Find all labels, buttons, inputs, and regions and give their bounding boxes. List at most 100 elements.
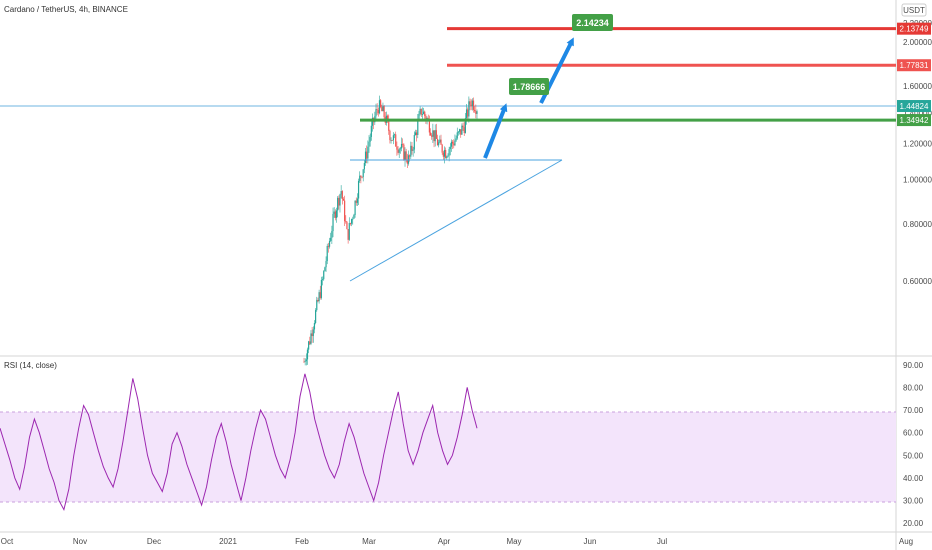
candle-body: [458, 129, 461, 132]
candle-body: [380, 100, 382, 107]
candle-body: [402, 143, 404, 145]
time-axis[interactable]: Oct Nov Dec 2021 Feb Mar Apr May Jun Jul Aug: [1, 537, 913, 546]
level-badge-bg: [897, 22, 931, 35]
candle-body: [386, 115, 389, 121]
candle-body: [323, 271, 325, 280]
currency-box[interactable]: [901, 3, 927, 17]
candle-body: [375, 109, 377, 117]
candle-body: [472, 100, 475, 110]
target-badge-1-label: 1.78666: [513, 82, 546, 92]
candle-body: [363, 162, 365, 170]
candle-body: [461, 125, 463, 135]
target-badge-2[interactable]: 2.14234: [572, 14, 613, 31]
candle-body: [440, 139, 442, 145]
rsi-band: [0, 412, 896, 502]
candle-body: [457, 131, 460, 133]
candle-body: [376, 109, 378, 111]
candle-body: [443, 149, 446, 157]
price-tick-label: 2.00000: [903, 38, 932, 47]
candle-body: [361, 176, 363, 178]
chart-title: Cardano / TetherUS, 4h, BINANCE: [4, 5, 128, 14]
candle-body: [391, 140, 393, 141]
candle-body: [354, 200, 356, 215]
time-tick-label: Nov: [73, 537, 87, 546]
candle-body: [456, 132, 458, 139]
candle-body: [316, 299, 318, 311]
candle-body: [332, 213, 334, 232]
candle-body: [465, 109, 468, 119]
candle-body: [310, 333, 312, 344]
candle-body: [404, 151, 406, 160]
candle-body: [338, 197, 340, 206]
price-tick-label: 0.60000: [903, 277, 932, 286]
candle-body: [398, 149, 400, 153]
candle-body: [313, 322, 316, 330]
triangle-support-line[interactable]: [349, 159, 563, 282]
rsi-axis[interactable]: 90.00 80.00 70.00 60.00 50.00 40.00 30.00 20.00: [903, 361, 924, 528]
candle-body: [352, 218, 354, 220]
candle-body: [432, 130, 434, 137]
candle-body: [324, 267, 326, 272]
current-price-badge-label: 1.44824: [900, 102, 929, 111]
projection-arrow-1[interactable]: [483, 103, 508, 159]
rsi-tick-label: 60.00: [903, 429, 924, 438]
candle-body: [416, 132, 418, 135]
candle-body: [353, 214, 355, 219]
candle-body: [450, 141, 453, 147]
candle-body: [433, 130, 435, 142]
candle-body: [357, 180, 360, 199]
candle-body: [355, 200, 357, 203]
price-tick-label: 1.00000: [903, 176, 932, 185]
candle-body: [331, 231, 333, 238]
rsi-tick-label: 40.00: [903, 474, 924, 483]
candle-body: [462, 125, 464, 128]
level-badge-label: 2.13749: [900, 25, 929, 34]
candle-body: [362, 169, 364, 178]
candle-body: [371, 117, 374, 126]
candle-body: [469, 101, 471, 105]
candle-body: [452, 141, 454, 144]
candle-body: [327, 245, 329, 247]
candle-body: [429, 132, 432, 136]
candle-body: [413, 134, 415, 150]
candle-body: [321, 279, 324, 281]
price-axis-badges: 2.13749 1.77831 1.34942 1.44824: [897, 22, 931, 127]
candle-body: [351, 219, 353, 224]
rsi-tick-label: 90.00: [903, 361, 924, 370]
candle-body: [318, 292, 320, 302]
candle-body: [403, 144, 405, 160]
candle-body: [378, 100, 381, 114]
candle-body: [319, 292, 321, 298]
candle-body: [370, 125, 372, 137]
candle-body: [382, 106, 384, 112]
candle-body: [348, 223, 350, 240]
candle-body: [425, 115, 427, 121]
candle-body: [339, 194, 341, 206]
candle-body: [467, 109, 469, 117]
candle-body: [356, 198, 359, 203]
rsi-tick-label: 80.00: [903, 383, 924, 392]
target-badge-2-label: 2.14234: [576, 18, 609, 28]
triangle-pattern[interactable]: [349, 159, 563, 282]
candle-body: [463, 127, 465, 133]
candle-body: [410, 145, 412, 157]
candle-body: [449, 146, 451, 150]
candle-body: [397, 149, 399, 153]
target-badge-1[interactable]: 1.78666: [509, 78, 549, 95]
candle-body: [337, 197, 339, 211]
candle-body: [414, 132, 417, 135]
candle-body: [439, 139, 441, 143]
candle-body: [395, 134, 397, 147]
price-tick-label: 1.60000: [903, 82, 932, 91]
target-badge-2-bg: [572, 14, 613, 31]
candle-body: [326, 245, 328, 262]
candle-body: [464, 118, 466, 133]
time-tick-label: Feb: [295, 537, 309, 546]
candle-body: [435, 130, 437, 139]
candle-body: [468, 101, 470, 117]
candle-body: [412, 149, 414, 151]
candle-body: [424, 111, 426, 116]
candle-body: [364, 151, 367, 163]
